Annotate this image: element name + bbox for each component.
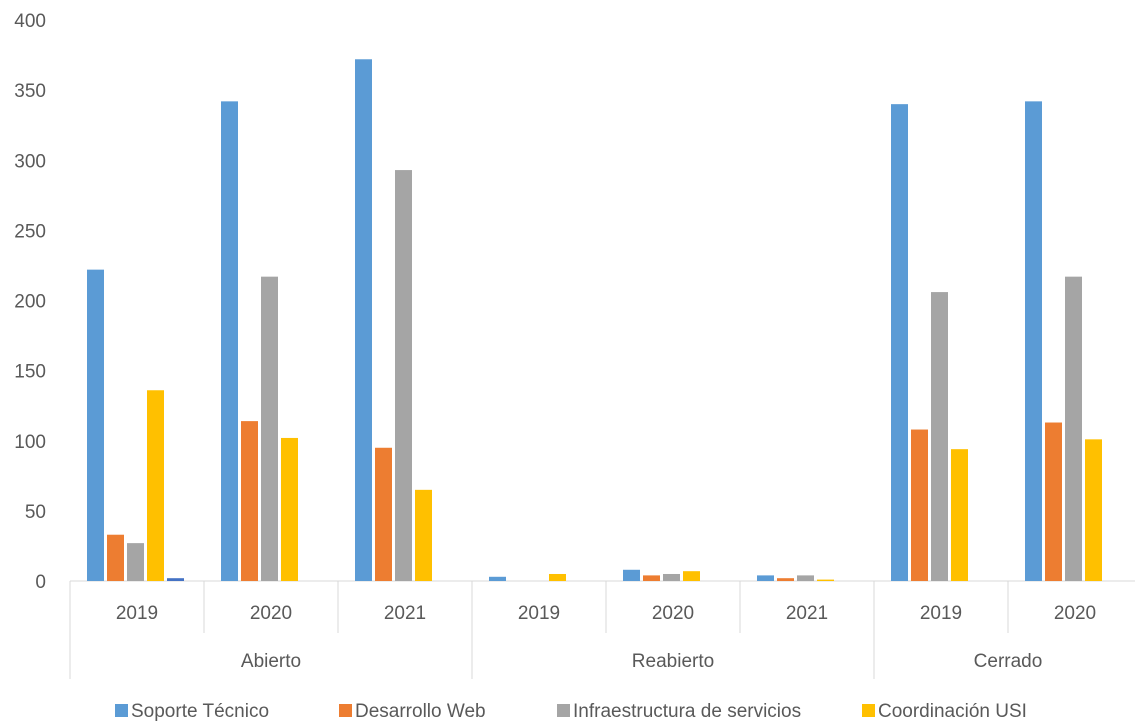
y-tick-label: 250 <box>14 221 46 242</box>
legend-label: Coordinación USI <box>878 701 1027 722</box>
legend: Soporte Técnico Desarrollo Web Infraestruc… <box>115 701 1027 722</box>
legend-swatch <box>557 704 570 717</box>
bar-soporte-t-cnico <box>355 59 372 581</box>
bars-layer <box>87 59 1102 582</box>
legend-swatch <box>115 704 128 717</box>
legend-label: Soporte Técnico <box>131 701 269 722</box>
bar-desarrollo-web <box>375 447 392 581</box>
bar-soporte-t-cnico <box>757 575 774 581</box>
bar-infraestructura-de-servicios <box>1065 276 1082 581</box>
bar-extra <box>167 578 184 581</box>
bar-soporte-t-cnico <box>891 104 908 582</box>
y-tick-label: 300 <box>14 151 46 172</box>
y-tick-label: 400 <box>14 11 46 32</box>
legend-swatch <box>862 704 875 717</box>
bar-desarrollo-web <box>777 578 794 581</box>
group-label: Abierto <box>241 651 301 672</box>
bar-desarrollo-web <box>643 575 660 581</box>
x-tick-label: 2021 <box>786 603 828 624</box>
bar-infraestructura-de-servicios <box>931 292 948 581</box>
bar-coordinaci-n-usi <box>549 573 566 581</box>
x-tick-label: 2020 <box>652 603 694 624</box>
y-tick-label: 200 <box>14 292 46 313</box>
legend-label: Infraestructura de servicios <box>573 701 801 722</box>
y-tick-label: 150 <box>14 362 46 383</box>
x-tick-label: 2019 <box>518 603 560 624</box>
bar-coordinaci-n-usi <box>951 449 968 581</box>
bar-desarrollo-web <box>107 534 124 581</box>
group-label: Cerrado <box>974 651 1043 672</box>
x-tick-label: 2020 <box>1054 603 1096 624</box>
bar-coordinaci-n-usi <box>281 437 298 581</box>
bar-soporte-t-cnico <box>87 269 104 581</box>
y-tick-label: 350 <box>14 81 46 102</box>
bar-infraestructura-de-servicios <box>797 575 814 581</box>
x-tick-label: 2021 <box>384 603 426 624</box>
bar-infraestructura-de-servicios <box>663 573 680 581</box>
bar-coordinaci-n-usi <box>415 489 432 581</box>
y-tick-label: 0 <box>35 572 46 593</box>
bar-soporte-t-cnico <box>623 569 640 581</box>
bar-soporte-t-cnico <box>221 101 238 581</box>
group-label: Reabierto <box>632 651 714 672</box>
bar-coordinaci-n-usi <box>683 571 700 581</box>
x-tick-label: 2019 <box>116 603 158 624</box>
legend-swatch <box>339 704 352 717</box>
bar-soporte-t-cnico <box>1025 101 1042 581</box>
bar-desarrollo-web <box>911 429 928 581</box>
bar-coordinaci-n-usi <box>817 579 834 581</box>
x-tick-label: 2019 <box>920 603 962 624</box>
bar-infraestructura-de-servicios <box>127 543 144 581</box>
y-tick-label: 100 <box>14 432 46 453</box>
legend-label: Desarrollo Web <box>355 701 486 722</box>
x-tick-label: 2020 <box>250 603 292 624</box>
bar-desarrollo-web <box>241 421 258 581</box>
bar-soporte-t-cnico <box>489 576 506 581</box>
bar-infraestructura-de-servicios <box>261 276 278 581</box>
tick-labels: 0 50 100 150 200 250 300 350 400 2019 2020 2021 Abie… <box>14 11 1096 672</box>
bar-coordinaci-n-usi <box>1085 439 1102 581</box>
y-tick-label: 50 <box>25 502 46 523</box>
bar-infraestructura-de-servicios <box>395 170 412 581</box>
bar-desarrollo-web <box>1045 422 1062 581</box>
bar-coordinaci-n-usi <box>147 390 164 581</box>
